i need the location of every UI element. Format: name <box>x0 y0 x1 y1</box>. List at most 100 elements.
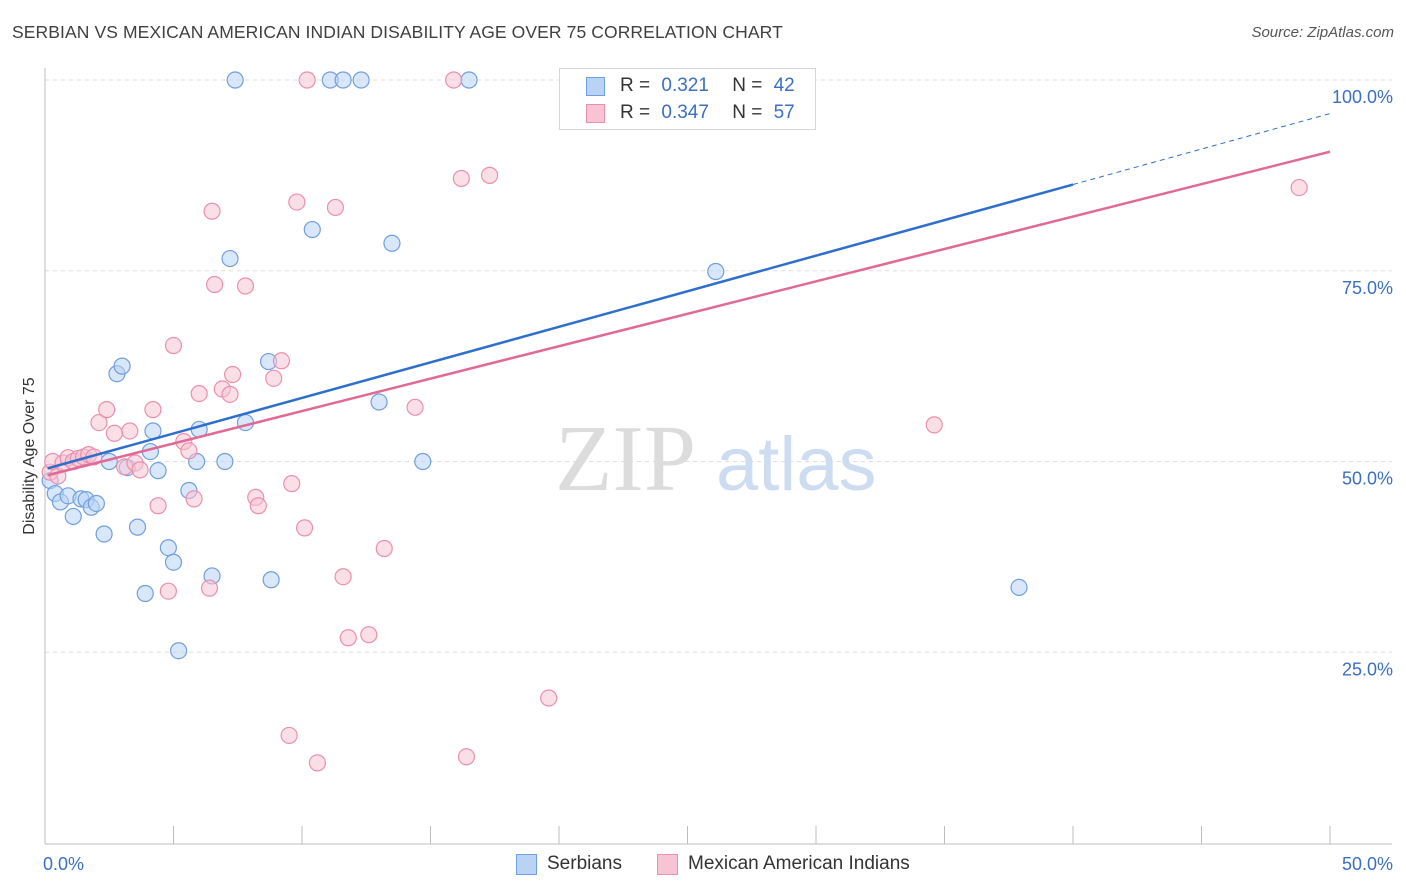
bottom-legend-label-serbians: Serbians <box>547 853 622 874</box>
mexican-point <box>339 629 357 647</box>
legend-n-label: N = <box>732 102 763 123</box>
bottom-legend-serbians: Serbians <box>516 851 622 877</box>
mexican-point <box>540 689 558 707</box>
mexican-point <box>406 398 424 416</box>
serbians-point <box>164 553 183 571</box>
mexican-point <box>265 369 283 387</box>
serbians-point <box>334 71 352 89</box>
serbians-point <box>262 571 280 589</box>
serbians-point <box>707 262 725 281</box>
mexican-point <box>149 497 167 515</box>
legend-r-label: R = <box>620 102 651 123</box>
serbians-point <box>64 507 82 526</box>
serbians-point <box>221 249 239 268</box>
mexican-point <box>445 71 463 89</box>
trend-line-serbians-extension <box>1072 113 1331 186</box>
serbians-point <box>113 357 131 375</box>
mexican-point <box>131 461 149 479</box>
serbians-point <box>370 393 388 411</box>
y-tick-label: 25.0% <box>1342 659 1393 679</box>
mexican-point <box>206 275 224 294</box>
mexican-point <box>164 336 183 355</box>
y-tick-label: 75.0% <box>1342 278 1393 298</box>
legend-r-value-mexican: 0.347 <box>661 102 709 123</box>
source-note: Source: ZipAtlas.com <box>1251 24 1394 41</box>
chart-title: SERBIAN VS MEXICAN AMERICAN INDIAN DISAB… <box>12 22 783 42</box>
trend-line-serbians <box>47 183 1074 470</box>
bottom-legend-label-mexican: Mexican American Indians <box>688 853 910 874</box>
serbians-point <box>159 539 177 557</box>
mexican-point <box>375 539 393 558</box>
legend-row-serbians: R = 0.321 N = 42 <box>586 74 795 98</box>
mexican-point <box>221 385 239 403</box>
mexican-point <box>334 568 352 586</box>
mexican-point <box>144 401 162 419</box>
serbians-point <box>414 452 432 471</box>
bottom-legend-swatch-mexican <box>657 853 678 875</box>
trend-lines <box>47 113 1331 477</box>
x-tick-label-min: 0.0% <box>43 854 84 874</box>
trend-line-mexican <box>47 150 1331 477</box>
watermark: ZIP atlas <box>555 407 877 511</box>
legend-row-mexican: R = 0.347 N = 57 <box>586 101 795 125</box>
mexican-point <box>224 365 242 384</box>
serbians-point <box>216 452 234 471</box>
mexican-point <box>298 71 316 89</box>
mexican-point <box>159 582 177 600</box>
legend-swatch-mexican <box>586 103 605 123</box>
serbians-point <box>95 525 113 543</box>
mexican-point <box>326 198 345 217</box>
legend-n-value-mexican: 57 <box>773 102 795 123</box>
bottom-legend-mexican: Mexican American Indians <box>657 851 910 877</box>
bottom-legend-swatch-serbians <box>516 853 537 875</box>
data-points <box>41 71 1308 772</box>
serbians-point <box>226 71 244 89</box>
watermark-atlas: atlas <box>716 422 877 507</box>
mexican-point <box>452 169 470 188</box>
legend-swatch-serbians <box>586 76 605 96</box>
x-tick-labels: 0.0% 50.0% <box>43 854 1393 874</box>
x-tick-label-max: 50.0% <box>1342 854 1393 874</box>
mexican-point <box>288 193 306 211</box>
mexican-point <box>203 202 221 220</box>
gridlines <box>45 79 1392 653</box>
y-axis-label: Disability Age Over 75 <box>21 377 38 535</box>
y-tick-label: 50.0% <box>1342 469 1393 489</box>
legend-r-value-serbians: 0.321 <box>661 75 709 96</box>
mexican-point <box>236 277 255 295</box>
mexican-point <box>1290 178 1308 197</box>
serbians-point <box>383 234 401 252</box>
serbians-point <box>460 71 478 89</box>
serbians-point <box>149 462 167 480</box>
mexican-point <box>280 726 298 745</box>
mexican-point <box>90 413 108 432</box>
serbians-point <box>128 518 147 536</box>
serbians-point <box>1010 578 1028 596</box>
serbians-point <box>136 584 154 603</box>
serbians-point <box>87 494 106 513</box>
mexican-point <box>190 384 208 403</box>
mexican-point <box>481 166 499 184</box>
mexican-point <box>200 579 219 597</box>
mexican-point <box>925 416 943 434</box>
mexican-point <box>98 401 116 419</box>
mexican-point <box>283 475 301 493</box>
y-tick-labels: 25.0% 50.0% 75.0% 100.0% <box>1332 87 1393 679</box>
legend-n-label: N = <box>732 75 763 96</box>
mexican-point <box>180 442 198 460</box>
mexican-point <box>105 424 123 442</box>
serbians-point <box>236 413 255 432</box>
mexican-point <box>295 519 314 537</box>
legend-box: R = 0.321 N = 42 R = 0.347 N = 57 <box>559 68 816 130</box>
watermark-zip: ZIP <box>555 407 696 511</box>
serbians-point <box>170 642 188 660</box>
mexican-point <box>121 422 139 440</box>
mexican-point <box>308 754 327 772</box>
legend-r-label: R = <box>620 75 651 96</box>
mexican-point <box>457 748 476 766</box>
mexican-point <box>360 626 378 644</box>
mexican-point <box>185 490 203 508</box>
mexican-point <box>272 352 291 370</box>
axes <box>44 68 1392 845</box>
